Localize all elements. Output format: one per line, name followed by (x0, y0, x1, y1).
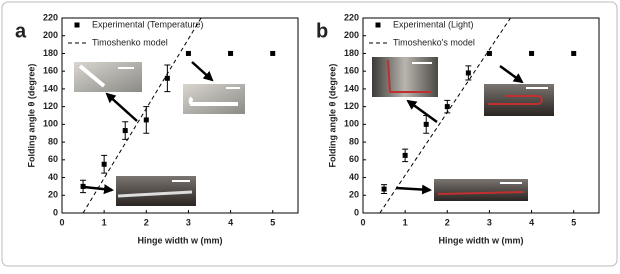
data-point (228, 50, 234, 56)
y-tick-label: 140 (43, 83, 58, 93)
panel-label: b (316, 20, 328, 42)
legend-swatch (375, 22, 381, 28)
y-axis-label: Folding angle θ (degree) (26, 64, 36, 168)
y-tick-label: 60 (48, 154, 58, 164)
data-point (80, 183, 86, 189)
x-tick-label: 1 (403, 217, 408, 227)
y-tick-label: 20 (48, 190, 58, 200)
y-tick-label: 100 (43, 119, 58, 129)
legend-swatch (74, 22, 80, 28)
inset-photos-b (372, 57, 554, 201)
y-tick-label: 80 (349, 136, 359, 146)
y-tick-label: 0 (53, 207, 58, 217)
y-tick-label: 220 (344, 12, 359, 22)
data-point (185, 50, 191, 56)
x-tick-label: 0 (59, 217, 64, 227)
y-tick-label: 160 (43, 66, 58, 76)
panel-label: a (15, 20, 27, 42)
inset-photos-a (74, 61, 245, 206)
legend-label: Timoshenko model (92, 37, 168, 47)
x-tick-label: 3 (487, 217, 492, 227)
y-tick-label: 100 (344, 119, 359, 129)
legend-label: Experimental (Light) (393, 19, 474, 29)
legend-label: Timoshenko's model (393, 37, 475, 47)
data-point (529, 50, 535, 56)
data-point (143, 117, 149, 123)
x-tick-label: 2 (144, 217, 149, 227)
y-tick-label: 20 (349, 190, 359, 200)
x-tick-label: 4 (529, 217, 534, 227)
data-point (402, 152, 408, 158)
data-point (444, 104, 450, 110)
data-point (486, 50, 492, 56)
data-point (164, 75, 170, 81)
y-tick-label: 60 (349, 154, 359, 164)
y-tick-label: 40 (349, 172, 359, 182)
y-tick-label: 180 (344, 48, 359, 58)
x-axis-label: Hinge width w (mm) (439, 235, 524, 245)
y-tick-label: 180 (43, 48, 58, 58)
data-point (465, 70, 471, 76)
x-tick-label: 1 (102, 217, 107, 227)
data-point (381, 186, 387, 192)
x-tick-label: 0 (360, 217, 365, 227)
y-tick-label: 200 (43, 30, 58, 40)
plot-frame (61, 17, 299, 214)
y-tick-label: 120 (344, 101, 359, 111)
x-tick-label: 5 (571, 217, 576, 227)
model-line (82, 17, 202, 214)
y-tick-label: 140 (344, 83, 359, 93)
y-tick-label: 80 (48, 136, 58, 146)
y-tick-label: 160 (344, 66, 359, 76)
y-tick-label: 120 (43, 101, 58, 111)
data-point (270, 50, 276, 56)
data-point (101, 161, 107, 167)
y-axis-label: Folding angle θ (degree) (327, 64, 337, 168)
x-axis-label: Hinge width w (mm) (138, 235, 223, 245)
x-tick-label: 5 (270, 217, 275, 227)
x-tick-label: 4 (228, 217, 233, 227)
x-tick-label: 3 (186, 217, 191, 227)
legend-label: Experimental (Temperature) (92, 19, 204, 29)
data-point (122, 128, 128, 134)
y-tick-label: 220 (43, 12, 58, 22)
y-tick-label: 40 (48, 172, 58, 182)
plot-frame (362, 17, 600, 214)
data-point (571, 50, 577, 56)
y-tick-label: 200 (344, 30, 359, 40)
data-point (423, 121, 429, 127)
y-tick-label: 0 (354, 207, 359, 217)
figure-border (1, 1, 618, 267)
x-tick-label: 2 (445, 217, 450, 227)
